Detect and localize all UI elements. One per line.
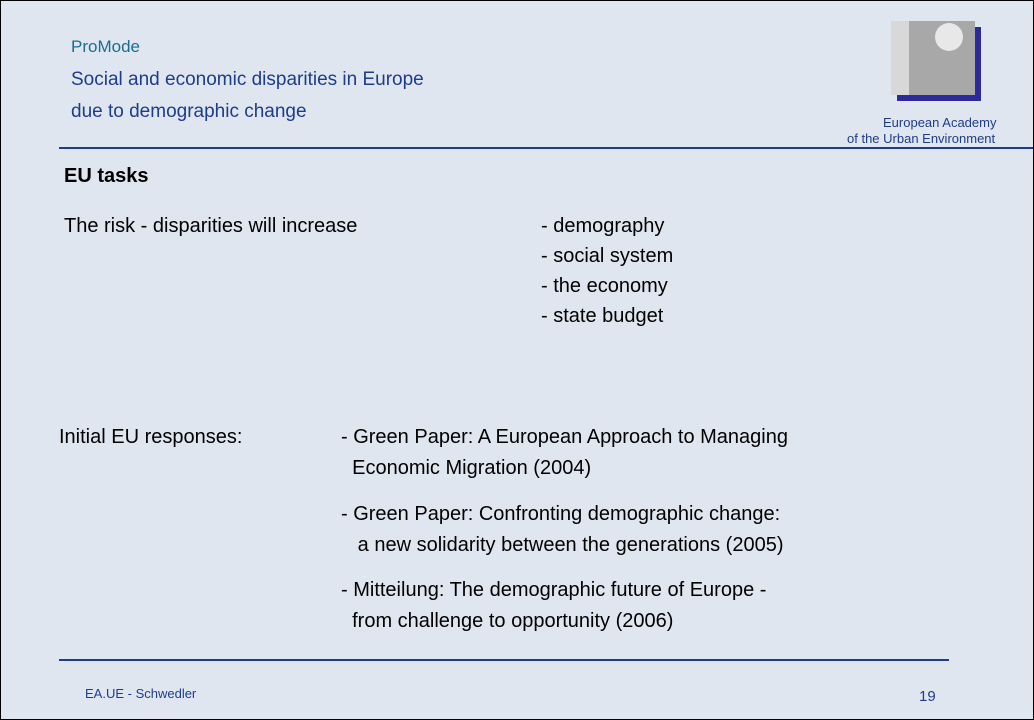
list-item: a new solidarity between the generations… [341,534,784,556]
list-item: - Green Paper: Confronting demographic c… [341,503,781,525]
list-item: - Green Paper: A European Approach to Ma… [341,426,788,448]
footer-author: EA.UE - Schwedler [85,686,197,701]
logo-text: European Academy [883,115,997,130]
title-line: due to demographic change [71,101,307,122]
title-line: Social and economic disparities in Europ… [71,69,424,90]
header-rule [59,147,1033,149]
footer-rule [59,659,949,661]
list-item: - Mitteilung: The demographic future of … [341,579,767,601]
list-item: from challenge to opportunity (2006) [341,610,674,632]
list-item: - the economy [541,275,668,297]
list-item: - social system [541,245,674,267]
logo [891,21,981,101]
list-item: - demography [541,215,665,237]
project: ProMode [71,37,140,56]
risk-label: The risk - disparities will increase [64,215,358,237]
page-number: 19 [919,688,936,705]
list-item: Economic Migration (2004) [341,457,592,479]
list-item: - state budget [541,305,664,327]
logo-text: of the Urban Environment [847,131,996,146]
heading: EU tasks [64,165,149,187]
responses-label: Initial EU responses: [59,426,243,448]
